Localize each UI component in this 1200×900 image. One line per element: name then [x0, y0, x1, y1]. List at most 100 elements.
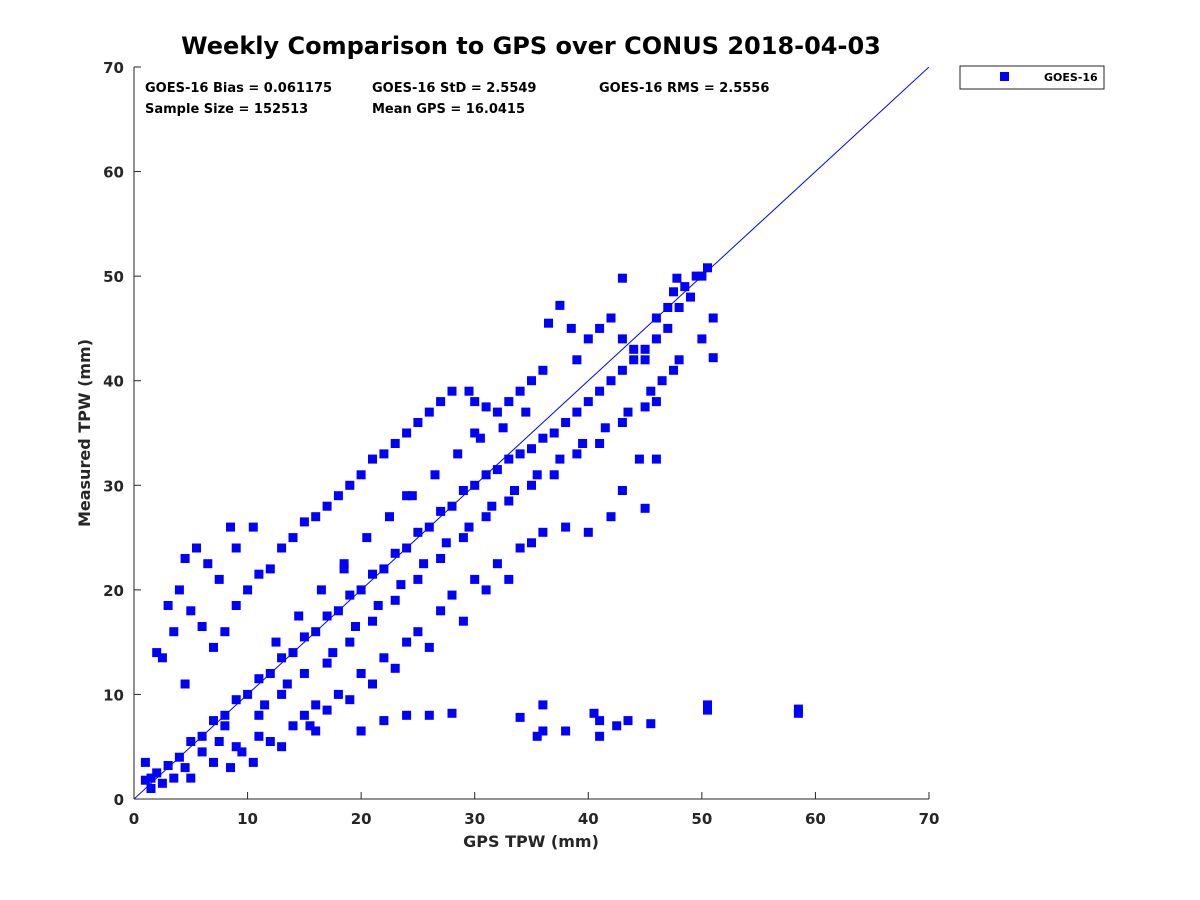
data-point [140, 757, 150, 767]
data-point [458, 486, 468, 495]
y-tick-label: 10 [103, 686, 124, 704]
data-point [481, 402, 491, 412]
data-point [402, 637, 412, 647]
data-point [515, 543, 525, 553]
x-tick-label: 40 [578, 810, 599, 828]
data-point [549, 428, 559, 438]
data-point [413, 627, 423, 637]
data-point [458, 533, 468, 543]
data-point [487, 501, 497, 511]
data-point [226, 522, 235, 532]
data-point [311, 512, 321, 522]
data-point [527, 480, 536, 490]
data-point [152, 768, 162, 778]
data-point [436, 397, 446, 407]
data-point [345, 637, 355, 647]
data-point [595, 439, 605, 448]
data-point [237, 747, 247, 757]
data-point [157, 653, 167, 663]
data-point [686, 292, 695, 302]
data-point [436, 554, 446, 563]
data-point [311, 700, 321, 710]
data-point [356, 470, 366, 480]
data-point [481, 585, 491, 595]
data-point [209, 716, 218, 726]
data-point [538, 433, 548, 443]
data-point [214, 574, 224, 584]
data-point [260, 700, 270, 710]
data-point [663, 323, 673, 333]
data-point [640, 355, 650, 365]
data-point [152, 648, 162, 658]
data-point [612, 721, 622, 731]
data-point [629, 355, 639, 365]
data-point [192, 543, 201, 553]
data-point [271, 637, 281, 647]
data-point [458, 616, 468, 626]
data-point [197, 622, 207, 631]
data-point [572, 407, 582, 417]
data-point [299, 669, 309, 678]
data-point [646, 719, 656, 729]
data-point [623, 716, 633, 726]
data-point [504, 397, 514, 407]
data-point [538, 700, 548, 710]
data-point [674, 303, 684, 312]
data-point [589, 708, 599, 718]
y-tick-label: 20 [103, 582, 124, 600]
data-point [578, 439, 588, 448]
data-point [288, 721, 298, 731]
data-point [674, 355, 684, 365]
chart-title: Weekly Comparison to GPS over CONUS 2018… [181, 32, 881, 60]
data-point [504, 454, 514, 464]
data-point [368, 679, 377, 689]
data-point [680, 282, 690, 292]
data-point [299, 632, 309, 642]
data-point [583, 334, 593, 344]
data-point [561, 418, 571, 427]
data-point [430, 470, 440, 480]
data-point [231, 543, 241, 553]
data-point [163, 761, 173, 770]
data-point [504, 574, 514, 584]
data-point [651, 334, 661, 344]
data-point [294, 611, 304, 621]
data-point [254, 674, 264, 684]
data-point [419, 559, 429, 569]
data-point [703, 263, 712, 273]
data-point [333, 689, 343, 699]
data-point [515, 386, 525, 396]
data-point [413, 527, 423, 537]
data-point [231, 601, 241, 610]
data-point [402, 428, 412, 438]
data-point [498, 423, 508, 433]
data-point [248, 757, 258, 767]
data-point [464, 522, 474, 532]
data-point [453, 449, 463, 459]
data-point [209, 757, 218, 767]
data-point [186, 606, 196, 616]
data-point [413, 418, 423, 427]
x-tick-label: 20 [351, 810, 372, 828]
data-point [436, 606, 446, 616]
data-point [555, 300, 565, 310]
data-point [617, 418, 627, 427]
y-tick-label: 40 [103, 373, 124, 391]
data-point [368, 569, 377, 579]
data-point [322, 611, 332, 621]
data-point [351, 622, 360, 631]
x-tick-label: 50 [691, 810, 712, 828]
data-point [180, 763, 190, 773]
data-point [532, 470, 542, 480]
stat-std: GOES-16 StD = 2.5549 [372, 81, 536, 96]
data-point [345, 590, 355, 600]
y-tick-label: 60 [103, 164, 124, 182]
data-point [669, 287, 678, 297]
data-point [362, 533, 372, 543]
x-tick-label: 0 [129, 810, 139, 828]
x-tick-label: 10 [237, 810, 258, 828]
data-point [368, 616, 377, 626]
data-point [470, 574, 480, 584]
data-point [527, 444, 536, 454]
data-point [186, 737, 196, 746]
